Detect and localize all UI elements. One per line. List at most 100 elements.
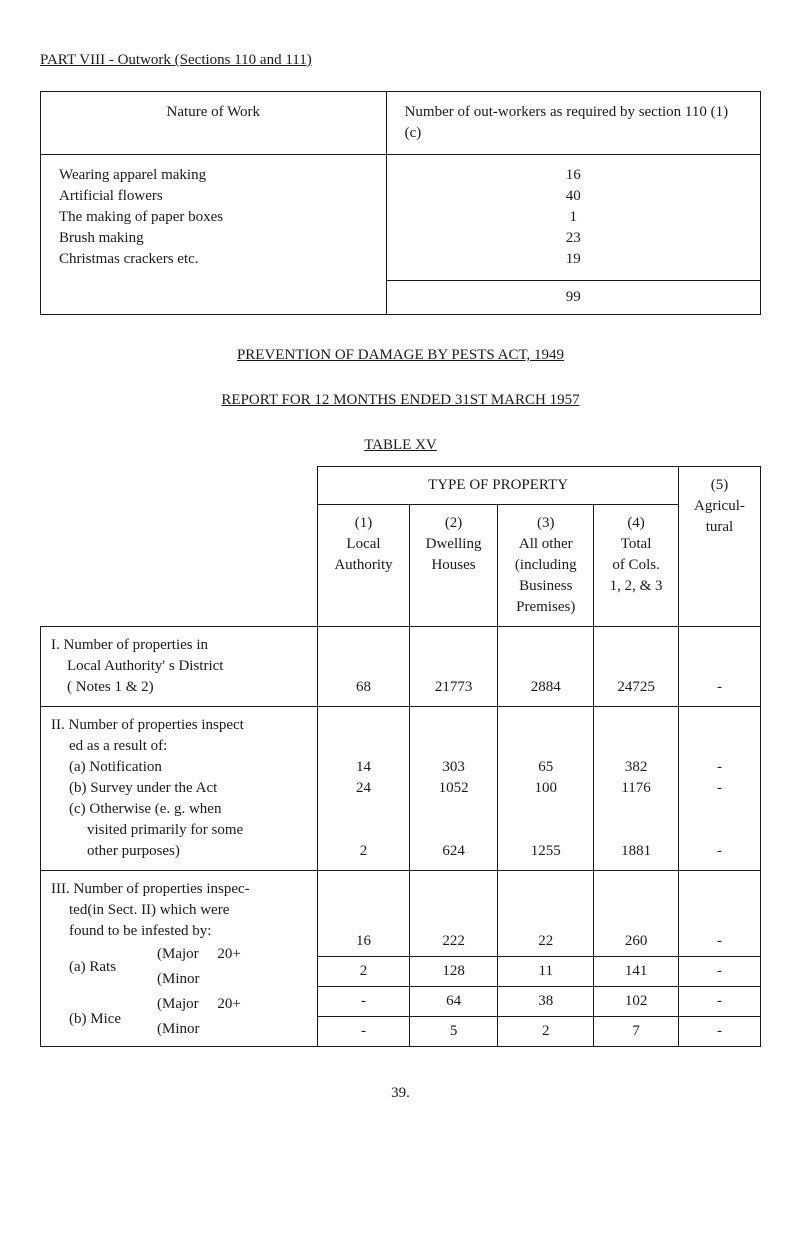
rats-label: (a) Rats — [41, 942, 157, 992]
v-mn-2: 2 — [498, 1017, 593, 1047]
t2-col4: (4) Total of Cols. 1, 2, & 3 — [594, 505, 679, 627]
v-rn-2: 11 — [498, 957, 593, 987]
t1-nature-0: Wearing apparel making — [59, 165, 368, 186]
rII-b1: 1052 — [416, 778, 491, 799]
c2-b: Houses — [416, 555, 491, 576]
mice-minor: (Minor — [157, 1017, 317, 1046]
c3-num: (3) — [504, 513, 587, 534]
t1-nature-3: Brush making — [59, 228, 368, 249]
c2-num: (2) — [416, 513, 491, 534]
row-II-head: II. Number of properties inspect ed as a… — [41, 707, 318, 871]
t1-num-1: 40 — [405, 186, 742, 207]
row-II: II. Number of properties inspect ed as a… — [41, 707, 761, 871]
t1-num-3: 23 — [405, 228, 742, 249]
v-rn-1: 128 — [410, 957, 497, 987]
mice-major: (Major 20+ — [157, 992, 317, 1017]
c3-d: Premises) — [504, 597, 587, 618]
rII-h: II. Number of properties inspect — [51, 715, 311, 736]
rII-a1: 303 — [416, 757, 491, 778]
t2-col3: (3) All other (including Business Premis… — [498, 505, 594, 627]
v-rm-4: - — [679, 927, 760, 957]
v-rn-3: 141 — [594, 957, 678, 987]
rII-b0: 24 — [324, 778, 403, 799]
rII-c4: - — [685, 841, 754, 862]
outwork-table: Nature of Work Number of out-workers as … — [40, 91, 761, 315]
v-rm-1: 222 — [410, 927, 497, 957]
c3-b: (including — [504, 555, 587, 576]
t1-numbers-wrap: 16 40 1 23 19 99 — [386, 155, 760, 315]
c4-c: 1, 2, & 3 — [600, 576, 672, 597]
rII-c3: 1881 — [600, 841, 672, 862]
rII-b3: 1176 — [600, 778, 672, 799]
v-rm-0: 16 — [318, 927, 409, 957]
c2-a: Dwelling — [416, 534, 491, 555]
report-heading-text: REPORT FOR 12 MONTHS ENDED 31ST MARCH 19… — [221, 392, 579, 408]
rII-col4: 382 1176 1881 — [594, 707, 679, 871]
t2-col2: (2) Dwelling Houses — [409, 505, 497, 627]
v-mn-1: 5 — [410, 1017, 497, 1047]
rII-a4: - — [685, 757, 754, 778]
t1-nature-4: Christmas crackers etc. — [59, 249, 368, 270]
rII-c0: 2 — [324, 841, 403, 862]
rIII-c3: 22 11 38 2 — [498, 871, 594, 1047]
c3-c: Business — [504, 576, 587, 597]
rII-hb: ed as a result of: — [51, 736, 311, 757]
v-mm-1: 64 — [410, 987, 497, 1017]
rII-a: (a) Notification — [51, 757, 311, 778]
rIII-hc: found to be infested by: — [51, 921, 311, 942]
rII-col1: 14 24 2 — [318, 707, 410, 871]
c1-a: Local — [324, 534, 403, 555]
rI-v1: 21773 — [409, 627, 497, 707]
t1-nature-2: The making of paper boxes — [59, 207, 368, 228]
v-rm-3: 260 — [594, 927, 678, 957]
t2-col5: (5) Agricul- tural — [678, 467, 760, 627]
rII-a0: 14 — [324, 757, 403, 778]
row-I: I. Number of properties in Local Authori… — [41, 627, 761, 707]
c1-b: Authority — [324, 555, 403, 576]
part-header-text: PART VIII - Outwork (Sections 110 and 11… — [40, 52, 312, 68]
rI-c: ( Notes 1 & 2) — [51, 677, 311, 698]
rI-a: I. Number of properties in — [51, 635, 311, 656]
t2-type-header: TYPE OF PROPERTY — [318, 467, 679, 505]
row-III: III. Number of properties inspec- ted(in… — [41, 871, 761, 1047]
rIII-hb: ted(in Sect. II) which were — [51, 900, 311, 921]
rats-minor: (Minor — [157, 967, 317, 992]
part-header: PART VIII - Outwork (Sections 110 and 11… — [40, 50, 761, 71]
t1-nature-1: Artificial flowers — [59, 186, 368, 207]
rII-c2: 1255 — [504, 841, 587, 862]
rats-major: (Major 20+ — [157, 942, 317, 967]
v-mn-3: 7 — [594, 1017, 678, 1047]
table-label-text: TABLE XV — [364, 437, 437, 453]
v-mn-4: - — [679, 1017, 760, 1047]
t1-header-left: Nature of Work — [41, 92, 387, 155]
c5-b: tural — [685, 517, 754, 538]
rI-v3: 24725 — [594, 627, 679, 707]
t1-num-4: 19 — [405, 249, 742, 270]
t2-blank-corner — [41, 467, 318, 627]
prevention-heading: PREVENTION OF DAMAGE BY PESTS ACT, 1949 — [40, 345, 761, 366]
t1-total: 99 — [387, 280, 760, 314]
rII-col5: - - - — [678, 707, 760, 871]
prevention-heading-text: PREVENTION OF DAMAGE BY PESTS ACT, 1949 — [237, 347, 564, 363]
v-mm-2: 38 — [498, 987, 593, 1017]
table-label: TABLE XV — [40, 435, 761, 456]
pests-table: TYPE OF PROPERTY (5) Agricul- tural (1) … — [40, 466, 761, 1047]
v-rn-4: - — [679, 957, 760, 987]
rII-cc: other purposes) — [51, 841, 311, 862]
c3-a: All other — [504, 534, 587, 555]
rI-v0: 68 — [318, 627, 410, 707]
row-III-head: III. Number of properties inspec- ted(in… — [41, 871, 318, 1047]
rII-b: (b) Survey under the Act — [51, 778, 311, 799]
v-mm-4: - — [679, 987, 760, 1017]
v-rm-2: 22 — [498, 927, 593, 957]
rII-a3: 382 — [600, 757, 672, 778]
rIII-c2: 222 128 64 5 — [409, 871, 497, 1047]
rII-cb: visited primarily for some — [51, 820, 311, 841]
rI-v2: 2884 — [498, 627, 594, 707]
row-I-head: I. Number of properties in Local Authori… — [41, 627, 318, 707]
rI-v4: - — [678, 627, 760, 707]
c5-a: Agricul- — [685, 496, 754, 517]
rII-b2: 100 — [504, 778, 587, 799]
rIII-c5: - - - - — [678, 871, 760, 1047]
rII-c1: 624 — [416, 841, 491, 862]
